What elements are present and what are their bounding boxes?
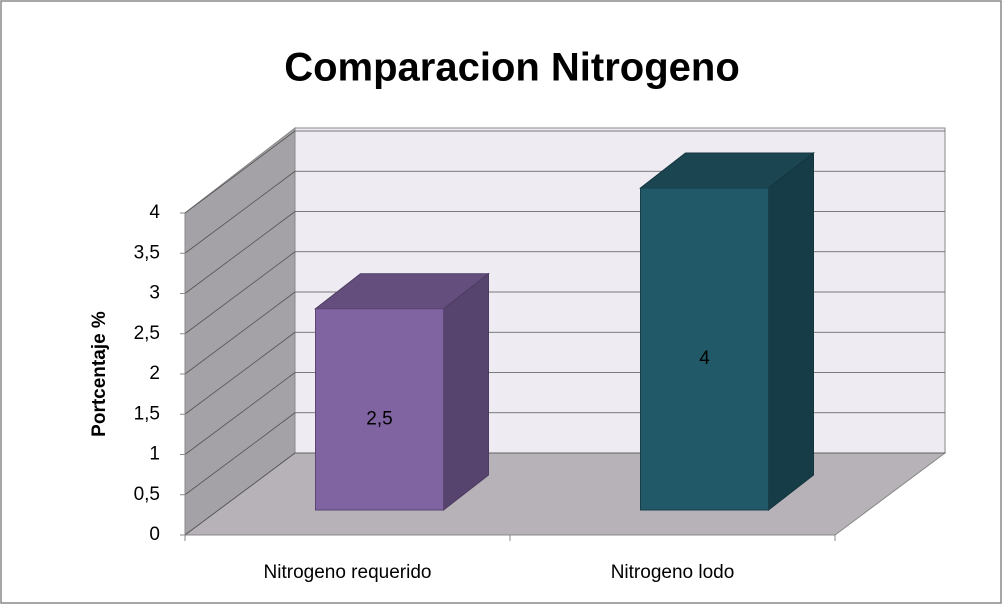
grid-line (184, 452, 296, 536)
grid-line (184, 170, 296, 254)
grid-line (184, 291, 296, 375)
y-tick-label: 0,5 (134, 484, 160, 505)
grid-line (184, 130, 296, 214)
data-label: 2,5 (366, 408, 392, 429)
y-tick-label: 1,5 (134, 403, 160, 424)
grid-line (184, 372, 296, 455)
bar-side (443, 272, 489, 512)
bar (640, 187, 769, 511)
grid-line (184, 251, 296, 335)
y-tick-label: 2 (149, 363, 160, 384)
grid-line (184, 331, 296, 415)
bar-side (768, 151, 814, 512)
y-tick-label: 0 (149, 524, 160, 545)
y-tick-label: 1 (149, 444, 160, 465)
y-tick-label: 3,5 (134, 242, 160, 263)
y-axis-label: Portcentaje % (89, 311, 110, 437)
grid-line (184, 412, 296, 496)
floor (183, 452, 947, 536)
y-tick-label: 2,5 (134, 323, 160, 344)
x-tick-label: Nitrogeno requerido (264, 562, 432, 583)
bar (315, 308, 444, 511)
y-tick-label: 4 (149, 202, 160, 223)
chart-title: Comparacion Nitrogeno (284, 46, 740, 90)
data-label: 4 (699, 348, 710, 369)
y-tick-label: 3 (149, 283, 160, 304)
grid-line (184, 211, 296, 294)
x-tick-label: Nitrogeno lodo (611, 562, 735, 583)
